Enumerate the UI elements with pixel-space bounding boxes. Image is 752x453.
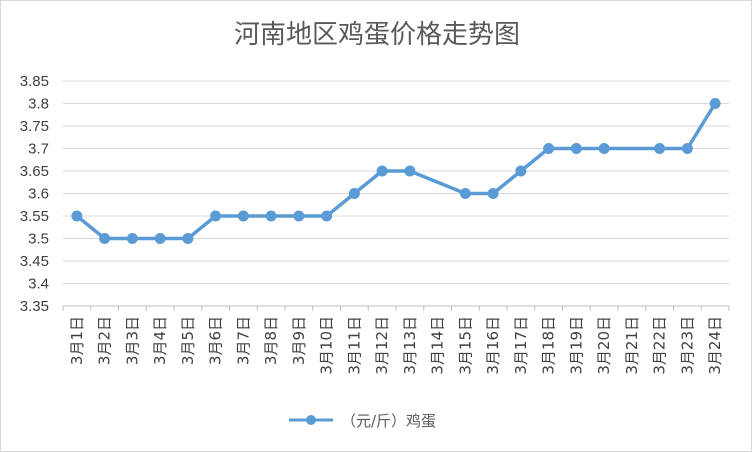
x-tick-label: 3月15日 (456, 316, 474, 375)
data-point (293, 210, 305, 222)
x-tick-label: 3月9日 (290, 316, 308, 365)
data-point (265, 210, 277, 222)
data-point (404, 165, 416, 177)
data-point (376, 165, 388, 177)
x-tick-label: 3月22日 (651, 316, 669, 375)
x-tick-label: 3月14日 (429, 316, 447, 375)
data-point (459, 188, 471, 199)
data-point (237, 210, 249, 222)
y-tick-label: 3.6 (28, 186, 49, 203)
data-point (515, 165, 527, 177)
data-point (126, 233, 138, 244)
data-point (210, 210, 222, 222)
x-tick-label: 3月6日 (207, 316, 225, 365)
y-tick-label: 3.4 (28, 276, 49, 293)
legend-marker-swatch (306, 415, 316, 425)
data-point (487, 188, 499, 199)
data-point (99, 233, 111, 244)
x-tick-label: 3月4日 (151, 316, 169, 365)
x-tick-label: 3月10日 (318, 316, 336, 375)
x-tick-label: 3月19日 (567, 316, 585, 375)
x-tick-label: 3月3日 (123, 316, 141, 365)
x-tick-label: 3月18日 (540, 316, 558, 375)
x-tick-label: 3月13日 (401, 316, 419, 375)
y-tick-label: 3.8 (28, 96, 49, 113)
data-point (681, 143, 693, 154)
y-tick-label: 3.5 (28, 231, 49, 248)
x-tick-label: 3月16日 (484, 316, 502, 375)
legend-label: （元/斤）鸡蛋 (341, 412, 436, 430)
data-point (71, 210, 83, 222)
x-tick-label: 3月11日 (345, 316, 363, 375)
y-tick-label: 3.7 (28, 141, 49, 158)
data-point (709, 98, 721, 109)
data-point (182, 233, 194, 244)
x-tick-label: 3月24日 (706, 316, 724, 375)
data-point (598, 143, 610, 154)
x-tick-label: 3月5日 (179, 316, 197, 365)
gridlines (63, 80, 729, 307)
y-tick-label: 3.65 (20, 163, 49, 180)
y-tick-label: 3.35 (20, 298, 49, 315)
legend: （元/斤）鸡蛋 (289, 412, 436, 430)
x-axis-ticks: 3月1日 3月2日 3月3日 3月4日 3月5日 3月6日 3月7日 3月8日 3月9日 3月10… (62, 306, 730, 375)
data-point (348, 188, 360, 199)
x-tick-label: 3月20日 (595, 316, 613, 375)
x-tick-label: 3月7日 (234, 316, 252, 365)
y-tick-label: 3.45 (20, 253, 49, 270)
y-tick-label: 3.85 (20, 73, 49, 90)
x-tick-label: 3月23日 (678, 316, 696, 375)
data-point (570, 143, 582, 154)
chart-title: 河南地区鸡蛋价格走势图 (234, 20, 520, 50)
y-tick-label: 3.55 (20, 208, 49, 225)
x-tick-label: 3月12日 (373, 316, 391, 375)
data-point (154, 233, 166, 244)
x-tick-label: 3月21日 (623, 316, 641, 375)
x-tick-label: 3月17日 (512, 316, 530, 375)
x-tick-label: 3月8日 (262, 316, 280, 365)
data-point (321, 210, 333, 222)
x-tick-label: 3月1日 (68, 316, 86, 365)
y-axis-ticks: 3.35 3.4 3.45 3.5 3.55 3.6 3.65 3.7 3.75 3.8 3.85 (20, 73, 49, 315)
y-tick-label: 3.75 (20, 118, 49, 135)
data-point (543, 143, 555, 154)
series-layer (71, 98, 721, 244)
x-tick-label: 3月2日 (96, 316, 114, 365)
data-point (654, 143, 666, 154)
series-line (75, 101, 717, 241)
